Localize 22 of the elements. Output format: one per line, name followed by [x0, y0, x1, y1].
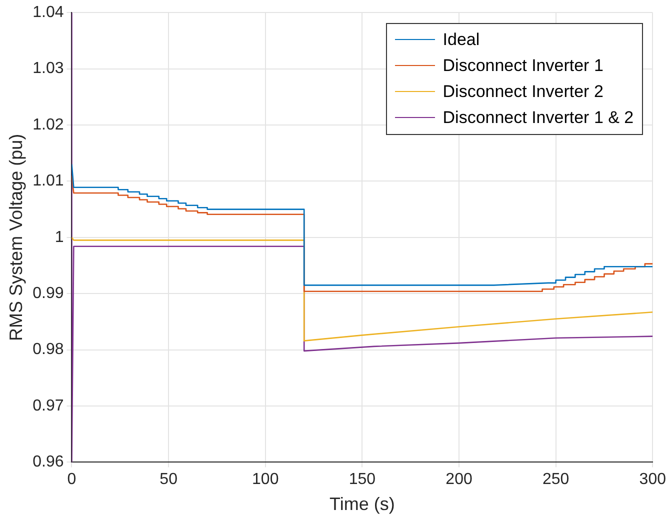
y-tick-label: 1.01 — [32, 172, 64, 190]
y-tick-label: 1.02 — [32, 116, 64, 134]
x-tick-label: 300 — [639, 471, 666, 488]
y-tick-label: 0.98 — [32, 341, 64, 358]
y-tick-label: 1 — [54, 228, 64, 246]
y-tick-label: 0.97 — [32, 397, 64, 414]
y-tick-label: 0.99 — [32, 285, 64, 302]
y-axis-title: RMS System Voltage (pu) — [6, 134, 26, 341]
y-tick-label: 1.03 — [32, 60, 64, 78]
x-tick-label: 250 — [542, 471, 570, 488]
x-tick-label: 200 — [446, 471, 472, 488]
y-tick-label: 1.04 — [32, 4, 64, 22]
x-tick-label: 50 — [160, 471, 178, 488]
x-tick-label: 0 — [67, 471, 76, 488]
legend-label: Disconnect Inverter 1 — [442, 56, 604, 76]
x-tick-label: 100 — [252, 471, 279, 488]
y-tick-label: 0.96 — [32, 454, 64, 471]
x-axis-title: Time (s) — [330, 494, 395, 514]
legend-label: Disconnect Inverter 1 & 2 — [442, 108, 634, 128]
x-tick-label: 150 — [348, 471, 376, 488]
legend-label: Disconnect Inverter 2 — [442, 82, 604, 102]
legend-label: Ideal — [442, 30, 480, 50]
